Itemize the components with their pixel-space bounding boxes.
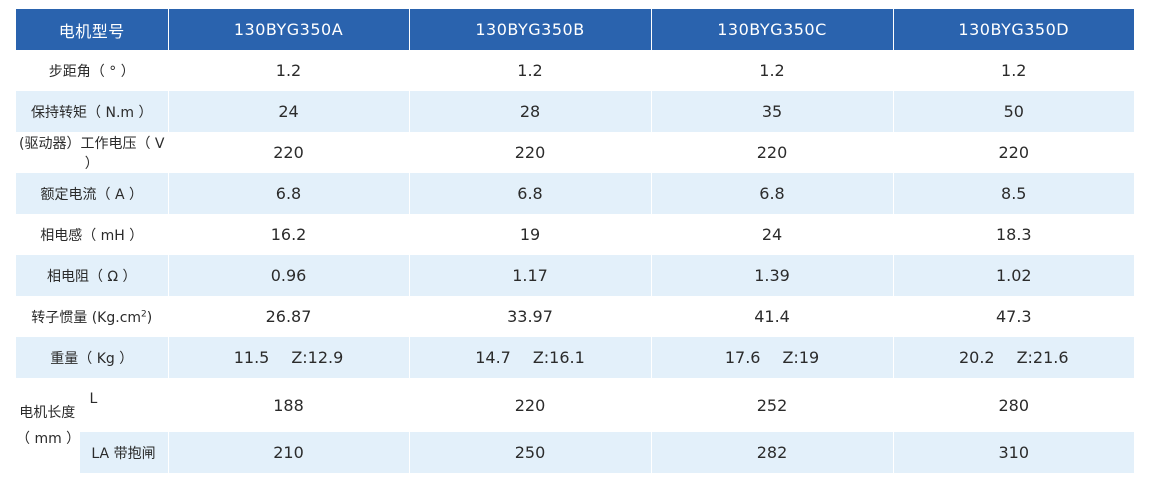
length-group-label: 电机长度 （ mm ） bbox=[16, 378, 81, 473]
cell-value: 50 bbox=[893, 91, 1135, 132]
cell-value: 220 bbox=[409, 132, 652, 173]
table-row: 步距角（ ° ） 1.2 1.2 1.2 1.2 bbox=[16, 50, 1134, 91]
cell-value: 24 bbox=[168, 91, 410, 132]
model-header: 130BYG350A bbox=[168, 9, 410, 50]
cell-value: 35 bbox=[651, 91, 894, 132]
cell-value: 1.2 bbox=[409, 50, 652, 91]
cell-value: 0.96 bbox=[168, 255, 410, 296]
sub-row-label: LA 带抱闸 bbox=[79, 432, 169, 473]
weight-z-value: Z:19 bbox=[782, 348, 820, 367]
cell-value: 8.5 bbox=[893, 173, 1135, 214]
row-label: 重量（ Kg ） bbox=[16, 337, 169, 378]
cell-value: 1.2 bbox=[168, 50, 410, 91]
sub-row-label: L bbox=[79, 378, 169, 432]
superscript: 2 bbox=[141, 308, 147, 319]
table-row: 额定电流（ A ） 6.8 6.8 6.8 8.5 bbox=[16, 173, 1135, 214]
model-header: 130BYG350C bbox=[651, 9, 894, 50]
cell-value: 41.4 bbox=[651, 296, 894, 337]
weight-z-value: Z:16.1 bbox=[532, 348, 585, 367]
cell-value: 188 bbox=[168, 378, 410, 432]
model-header: 130BYG350D bbox=[893, 9, 1135, 50]
row-label-text: 转子惯量 (Kg.cm bbox=[31, 309, 142, 326]
cell-value: 33.97 bbox=[409, 296, 652, 337]
row-label: 转子惯量 (Kg.cm2) bbox=[16, 296, 169, 337]
cell-value: 6.8 bbox=[409, 173, 652, 214]
row-label: 相电阻（ Ω ） bbox=[16, 255, 169, 296]
row-label: (驱动器）工作电压（ V ） bbox=[16, 132, 169, 173]
cell-value: 47.3 bbox=[995, 307, 1032, 326]
cell-value: 220 bbox=[409, 378, 652, 432]
cell-value: 1.02 bbox=[893, 255, 1135, 296]
weight-cell: 11.5 Z:12.9 bbox=[168, 337, 410, 378]
spec-table: 电机型号 130BYG350A 130BYG350B 130BYG350C 13… bbox=[16, 9, 1135, 473]
weight-value: 20.2 bbox=[958, 348, 995, 367]
cell-value: 28 bbox=[409, 91, 652, 132]
cell-value: 210 bbox=[168, 432, 410, 473]
weight-cell: 20.2 Z:21.6 bbox=[893, 337, 1135, 378]
cell-value: 220 bbox=[998, 143, 1030, 162]
cell-value: 18.3 bbox=[995, 225, 1032, 244]
cell-value: 19 bbox=[409, 214, 652, 255]
cell-value: 26.87 bbox=[168, 296, 410, 337]
weight-value: 17.6 bbox=[724, 348, 761, 367]
weight-z-value: Z:12.9 bbox=[291, 348, 344, 367]
cell-value: 6.8 bbox=[651, 173, 894, 214]
table-row: 转子惯量 (Kg.cm2) 26.87 33.97 41.4 47.3 bbox=[16, 296, 1134, 337]
length-label-line1: 电机长度 bbox=[19, 404, 76, 421]
row-label: 保持转矩（ N.m ） bbox=[16, 91, 169, 132]
length-row-l: 电机长度 （ mm ） L 188 220 252 280 bbox=[16, 378, 1134, 473]
table-row: (驱动器）工作电压（ V ） 220 220 220 220 bbox=[16, 132, 1134, 173]
cell-value: 220 bbox=[168, 132, 410, 173]
header-label: 电机型号 bbox=[16, 9, 169, 50]
length-label-line2: （ mm ） bbox=[16, 430, 81, 447]
cell-value: 6.8 bbox=[168, 173, 410, 214]
row-label: 额定电流（ A ） bbox=[16, 173, 169, 214]
weight-cell: 14.7 Z:16.1 bbox=[409, 337, 652, 378]
cell-value: 1.2 bbox=[651, 50, 894, 91]
cell-value: 24 bbox=[651, 214, 894, 255]
row-label-suffix: ) bbox=[146, 309, 153, 326]
model-header: 130BYG350B bbox=[409, 9, 652, 50]
table-row: 相电阻（ Ω ） 0.96 1.17 1.39 1.02 bbox=[16, 255, 1135, 296]
cell-value: 1.39 bbox=[651, 255, 894, 296]
cell-value: 220 bbox=[651, 132, 894, 173]
length-row-la: LA 带抱闸 210 250 282 310 bbox=[16, 432, 1135, 473]
table-row: 保持转矩（ N.m ） 24 28 35 50 bbox=[16, 91, 1135, 132]
cell-value: 310 bbox=[893, 432, 1135, 473]
header-row: 电机型号 130BYG350A 130BYG350B 130BYG350C 13… bbox=[16, 9, 1135, 50]
table-row: 相电感（ mH ） 16.2 19 24 18.3 bbox=[16, 214, 1134, 255]
cell-value: 282 bbox=[651, 432, 894, 473]
row-label: 步距角（ ° ） bbox=[16, 50, 169, 91]
weight-value: 14.7 bbox=[475, 348, 511, 367]
weight-row: 重量（ Kg ） 11.5 Z:12.9 14.7 Z:16.1 17.6 Z:19 … bbox=[16, 337, 1135, 378]
weight-z-value: Z:21.6 bbox=[1016, 348, 1069, 367]
cell-value: 1.17 bbox=[409, 255, 652, 296]
cell-value: 16.2 bbox=[168, 214, 410, 255]
cell-value: 252 bbox=[651, 378, 894, 432]
row-label: 相电感（ mH ） bbox=[16, 214, 169, 255]
cell-value: 1.2 bbox=[1001, 61, 1027, 80]
cell-value: 250 bbox=[409, 432, 652, 473]
cell-value: 280 bbox=[998, 395, 1030, 415]
weight-cell: 17.6 Z:19 bbox=[651, 337, 894, 378]
weight-value: 11.5 bbox=[233, 348, 270, 367]
